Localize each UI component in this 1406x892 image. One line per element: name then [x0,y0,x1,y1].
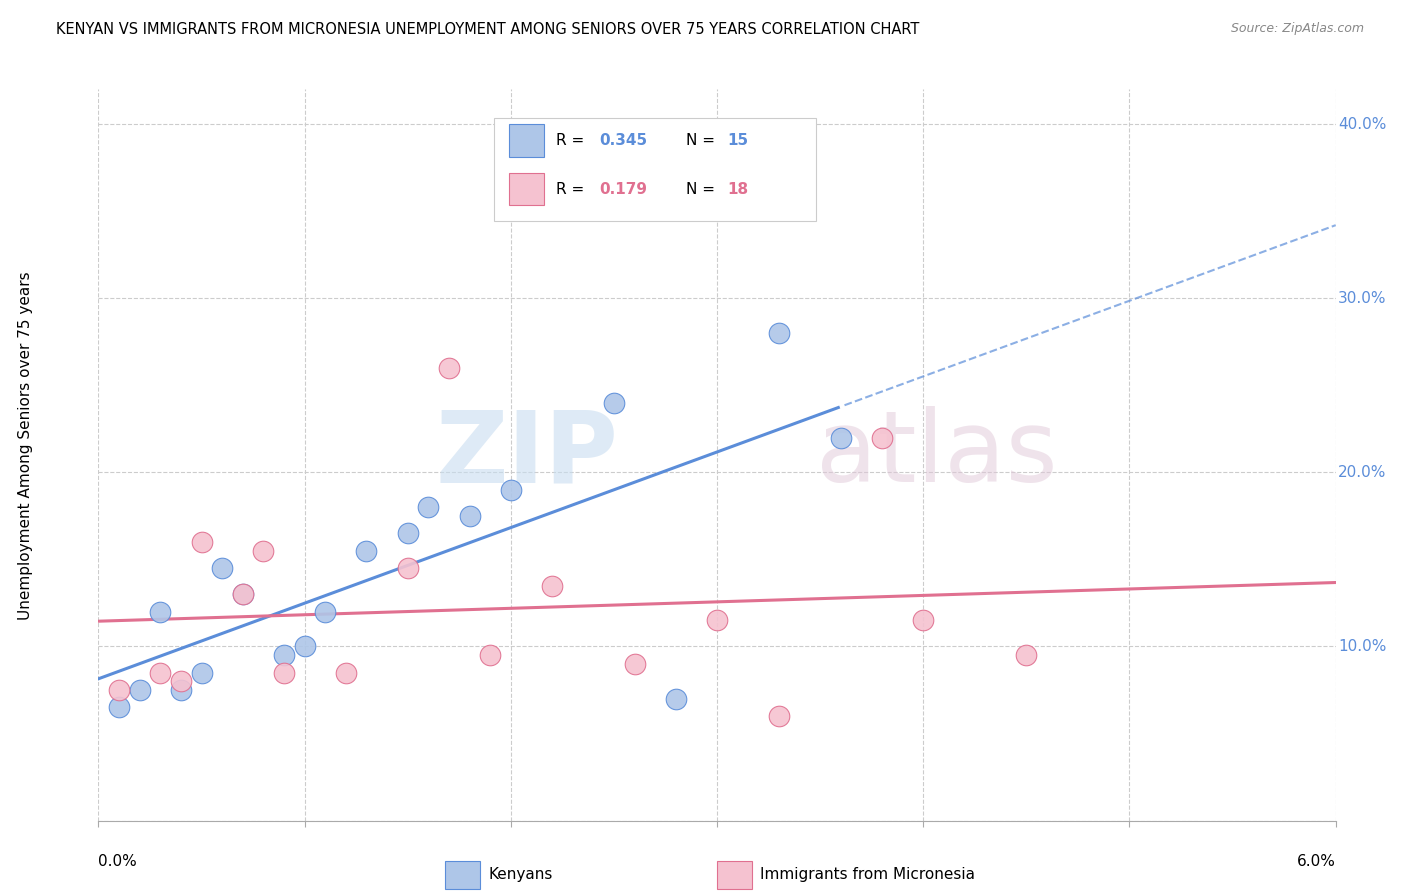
Point [128,683,150,698]
Point [149,665,172,680]
Point [294,640,316,654]
Point [190,665,212,680]
Point [273,648,295,663]
FancyBboxPatch shape [495,119,815,221]
Point [232,587,254,601]
Point [356,543,378,558]
Text: 15: 15 [727,134,748,148]
Point [396,526,419,541]
Point [314,605,336,619]
Text: 18: 18 [727,182,748,196]
Text: ZIP: ZIP [436,407,619,503]
Point [335,665,357,680]
Point [541,578,564,592]
Point [149,605,172,619]
Text: 6.0%: 6.0% [1296,854,1336,869]
Text: 30.0%: 30.0% [1339,291,1386,306]
Text: Unemployment Among Seniors over 75 years: Unemployment Among Seniors over 75 years [18,272,32,620]
Point [170,683,193,698]
Point [211,561,233,575]
Text: 10.0%: 10.0% [1339,639,1386,654]
Text: 0.179: 0.179 [599,182,648,196]
Point [1015,648,1038,663]
Point [623,657,645,671]
Text: N =: N = [686,134,720,148]
Text: 20.0%: 20.0% [1339,465,1386,480]
Point [499,483,522,497]
Point [418,500,440,515]
Text: R =: R = [557,134,589,148]
FancyBboxPatch shape [444,861,479,888]
Text: N =: N = [686,182,720,196]
Point [665,691,688,706]
Text: 0.345: 0.345 [599,134,648,148]
Point [479,648,502,663]
Point [603,395,626,409]
Point [870,430,893,444]
Text: 40.0%: 40.0% [1339,117,1386,131]
Point [108,683,131,698]
Text: atlas: atlas [815,407,1057,503]
Point [396,561,419,575]
Point [768,709,790,723]
Point [190,535,212,549]
Point [912,613,935,627]
Point [768,326,790,340]
Point [706,613,728,627]
FancyBboxPatch shape [509,125,544,157]
Point [108,700,131,714]
Text: 0.0%: 0.0% [98,854,138,869]
Text: Source: ZipAtlas.com: Source: ZipAtlas.com [1230,22,1364,36]
Point [232,587,254,601]
FancyBboxPatch shape [717,861,752,888]
Point [170,674,193,689]
Text: Kenyans: Kenyans [488,867,553,882]
Point [458,508,481,523]
Point [830,430,852,444]
Point [437,360,460,375]
Text: Immigrants from Micronesia: Immigrants from Micronesia [761,867,976,882]
Point [252,543,274,558]
FancyBboxPatch shape [509,172,544,205]
Text: KENYAN VS IMMIGRANTS FROM MICRONESIA UNEMPLOYMENT AMONG SENIORS OVER 75 YEARS CO: KENYAN VS IMMIGRANTS FROM MICRONESIA UNE… [56,22,920,37]
Point [273,665,295,680]
Text: R =: R = [557,182,595,196]
